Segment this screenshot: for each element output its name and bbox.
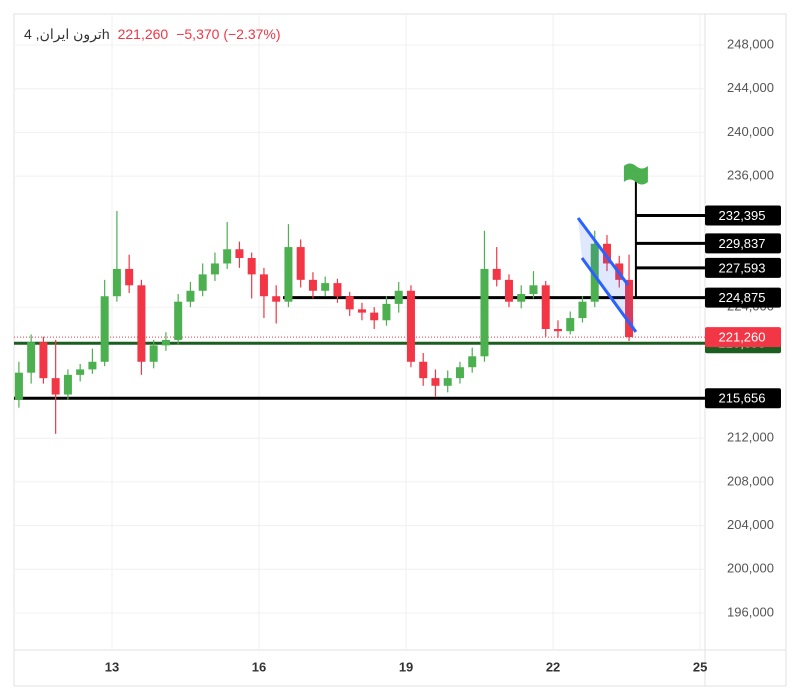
candle-body — [259, 274, 268, 297]
candle-body — [357, 309, 366, 313]
candle-body — [296, 247, 305, 280]
x-tick-label: 16 — [252, 659, 266, 674]
candle-body — [333, 283, 342, 297]
candle-body — [468, 356, 477, 368]
candle-body — [455, 367, 464, 379]
candle-body — [247, 258, 256, 275]
price-label: 229,837 — [719, 236, 766, 251]
candle-body — [602, 243, 611, 264]
candle-body — [100, 296, 109, 362]
candle-body — [590, 243, 599, 302]
change: −5,370 (−2.37%) — [176, 26, 281, 42]
candle-body — [504, 279, 513, 302]
channel-fill — [578, 218, 636, 332]
candle-body — [321, 283, 330, 291]
candle-body — [235, 249, 244, 259]
price-label: 232,395 — [719, 208, 766, 223]
candle-body — [308, 279, 317, 291]
candle-body — [161, 339, 170, 346]
symbol: ترون ایران, 4h — [24, 26, 110, 42]
price-label-box — [705, 388, 781, 409]
candle-body — [517, 294, 526, 302]
marker-flag — [623, 163, 648, 185]
candle-body — [198, 274, 207, 291]
price-label: 221,260 — [719, 330, 766, 345]
price-label-box — [705, 257, 781, 278]
candle-body — [149, 345, 158, 362]
candle-body — [443, 378, 452, 386]
x-tick-label: 19 — [399, 659, 413, 674]
candle-body — [406, 290, 415, 362]
candle-body — [272, 296, 281, 302]
candle-body — [480, 268, 489, 357]
candle-body — [419, 361, 428, 379]
x-tick-label: 13 — [105, 659, 119, 674]
candle-body — [223, 249, 232, 264]
candle-body — [210, 263, 219, 275]
candle-body — [431, 378, 440, 386]
y-tick-label: 208,000 — [727, 473, 774, 488]
header: ترون ایران, 4h 221,260 −5,370 (−2.37%) — [24, 26, 281, 43]
y-tick-label: 212,000 — [727, 430, 774, 445]
y-tick-label: 204,000 — [727, 517, 774, 532]
channel-line — [580, 257, 638, 333]
price-label-box — [705, 327, 781, 348]
candle-body — [125, 268, 134, 286]
price-label: 215,656 — [719, 391, 766, 406]
candle-body — [382, 303, 391, 321]
candle-body — [186, 290, 195, 302]
candle-body — [112, 268, 121, 297]
candle-body — [51, 378, 60, 395]
y-tick-label: 200,000 — [727, 561, 774, 576]
y-tick-label: 236,000 — [727, 168, 774, 183]
candle-body — [625, 279, 634, 338]
candle-body — [137, 285, 146, 362]
candle-body — [284, 247, 293, 302]
candle-body — [394, 290, 403, 304]
x-tick-label: 25 — [693, 659, 707, 674]
candle-body — [370, 312, 379, 321]
x-tick-label: 22 — [546, 659, 560, 674]
candle-body — [27, 342, 36, 373]
price-label-box — [705, 233, 781, 254]
candle-body — [553, 328, 562, 332]
candle-body — [578, 301, 587, 319]
y-tick-label: 244,000 — [727, 80, 774, 95]
candle-body — [529, 285, 538, 295]
y-tick-label: 248,000 — [727, 36, 774, 51]
channel-line — [576, 217, 630, 286]
candle-body — [492, 268, 501, 280]
candle-body — [14, 372, 23, 400]
candle-body — [76, 369, 85, 375]
price-label: 224,875 — [719, 290, 766, 305]
price-label-box — [705, 287, 781, 308]
price: 221,260 — [117, 26, 169, 42]
candle-body — [345, 296, 354, 310]
candle-body — [63, 374, 72, 395]
price-label-box — [705, 205, 781, 226]
frame — [13, 13, 787, 687]
candle-body — [541, 285, 550, 329]
price-label: 227,593 — [719, 260, 766, 275]
candle-body — [566, 318, 575, 332]
candle-body — [39, 342, 48, 379]
y-tick-label: 240,000 — [727, 124, 774, 139]
candle-body — [88, 361, 97, 370]
candle-body — [174, 301, 183, 340]
y-tick-label: 196,000 — [727, 604, 774, 619]
